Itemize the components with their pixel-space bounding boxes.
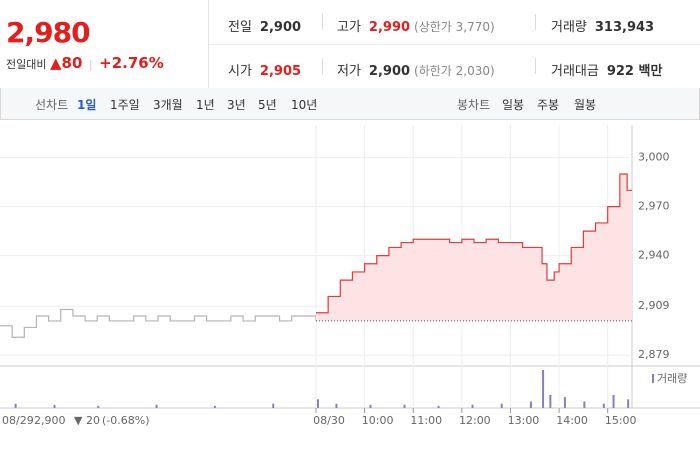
volume-bar [213, 405, 216, 408]
divider [322, 14, 323, 30]
price-line [0, 308, 317, 338]
tab[interactable]: 월봉 [574, 98, 597, 112]
stat-label: 전일 [228, 20, 252, 35]
stat: 거래대금 922 백만 [551, 60, 662, 79]
stat-label: 고가 [337, 20, 361, 35]
divider [322, 58, 323, 74]
x-tick-label: 12:00 [459, 414, 491, 427]
stat-value: 313,943 [594, 20, 655, 35]
volume-bar [471, 404, 474, 408]
stat: 전일 2,900 [228, 16, 301, 35]
stat-label: 거래량 [551, 20, 587, 35]
x-tick-label: 15:00 [605, 414, 637, 427]
tab-bar: 선차트 1일 1주일 3개월 1년 3년 5년 10년 봉차트 일봉 주봉 월봉 [0, 88, 700, 120]
divider [209, 44, 700, 45]
price-box: 2,980 전일대비 ▲80 | +2.76% [0, 0, 209, 88]
quote-panel: 2,980 전일대비 ▲80 | +2.76% 전일 2,900 고가 2,990 (상… [0, 0, 700, 89]
stat-value: 2,990 [368, 20, 411, 35]
x-tick-label: 13:00 [508, 414, 540, 427]
footer-date: 08/29 [2, 414, 34, 427]
volume-bar [403, 404, 406, 408]
legend-label: 거래량 [657, 372, 687, 385]
tab[interactable]: 1일 [77, 98, 97, 112]
volume-bar [563, 397, 566, 408]
volume-bar [583, 401, 586, 408]
tab[interactable]: 10년 [291, 98, 318, 112]
area [316, 173, 632, 321]
tab-label: 봉차트 [457, 98, 491, 112]
stat: 저가 2,900 (하한가 2,030) [337, 60, 495, 79]
price-line [316, 173, 632, 314]
tab[interactable]: 일봉 [502, 98, 525, 112]
stat-note: (하한가 2,030) [414, 64, 495, 78]
volume-bar [627, 399, 630, 408]
volume-bar [97, 405, 100, 408]
volume-bar [612, 394, 615, 408]
stat-note: (상한가 3,770) [414, 20, 495, 34]
volume-bar [542, 370, 545, 408]
divider [535, 14, 536, 30]
stat-label: 거래대금 [551, 64, 599, 79]
y-tick-label: 2,879 [638, 348, 670, 361]
volume-bar [500, 403, 503, 408]
volume-bar [369, 404, 372, 408]
stat-label: 시가 [228, 64, 252, 79]
stat-value: 2,900 [368, 64, 411, 79]
divider [535, 58, 536, 74]
footer-change-value: 20 [86, 414, 100, 427]
x-tick-label: 08/30 [313, 414, 345, 427]
stat: 고가 2,990 (상한가 3,770) [337, 16, 495, 35]
volume-bar [316, 399, 319, 408]
price: 2,980 [6, 16, 91, 49]
tab[interactable]: 3개월 [153, 98, 183, 112]
change-label: 전일대비 [6, 58, 47, 71]
tab[interactable]: 주봉 [537, 98, 560, 112]
x-tick-label: 11:00 [410, 414, 442, 427]
stat-value: 2,900 [259, 20, 302, 35]
volume-bar [155, 404, 158, 408]
x-tick-label: 14:00 [556, 414, 588, 427]
y-tick-label: 3,000 [638, 151, 670, 164]
y-tick-label: 2,940 [638, 249, 670, 262]
change-pct: +2.76% [99, 54, 164, 72]
footer-change: ▼ [74, 414, 83, 427]
change: ▲80 [49, 54, 83, 72]
tab[interactable]: 1주일 [110, 98, 140, 112]
volume-bar [602, 403, 605, 408]
tab-label: 선차트 [35, 98, 69, 112]
y-tick-label: 2,909 [638, 299, 670, 312]
change-value: 80 [61, 54, 83, 72]
volume-bar [53, 404, 56, 408]
stat: 시가 2,905 [228, 60, 301, 79]
volume-bar [549, 394, 552, 408]
x-tick-label: 10:00 [362, 414, 394, 427]
stat-value: 2,905 [259, 64, 302, 79]
stat: 거래량 313,943 [551, 16, 654, 35]
stat-label: 저가 [337, 64, 361, 79]
footer-close: 2,900 [34, 414, 66, 427]
footer-pct: (-0.68%) [102, 414, 150, 427]
volume-bar [437, 405, 440, 408]
tab[interactable]: 1년 [196, 98, 215, 112]
tab[interactable]: 5년 [258, 98, 277, 112]
change-line: 전일대비 ▲80 | +2.76% [6, 54, 164, 72]
volume-bar [335, 403, 338, 408]
y-tick-label: 2,970 [638, 200, 670, 213]
stat-value: 922 백만 [606, 64, 663, 79]
legend-swatch [652, 374, 654, 383]
volume-bar [529, 401, 532, 408]
volume-bar [14, 403, 17, 408]
volume-bar [272, 403, 275, 408]
tab[interactable]: 3년 [227, 98, 246, 112]
